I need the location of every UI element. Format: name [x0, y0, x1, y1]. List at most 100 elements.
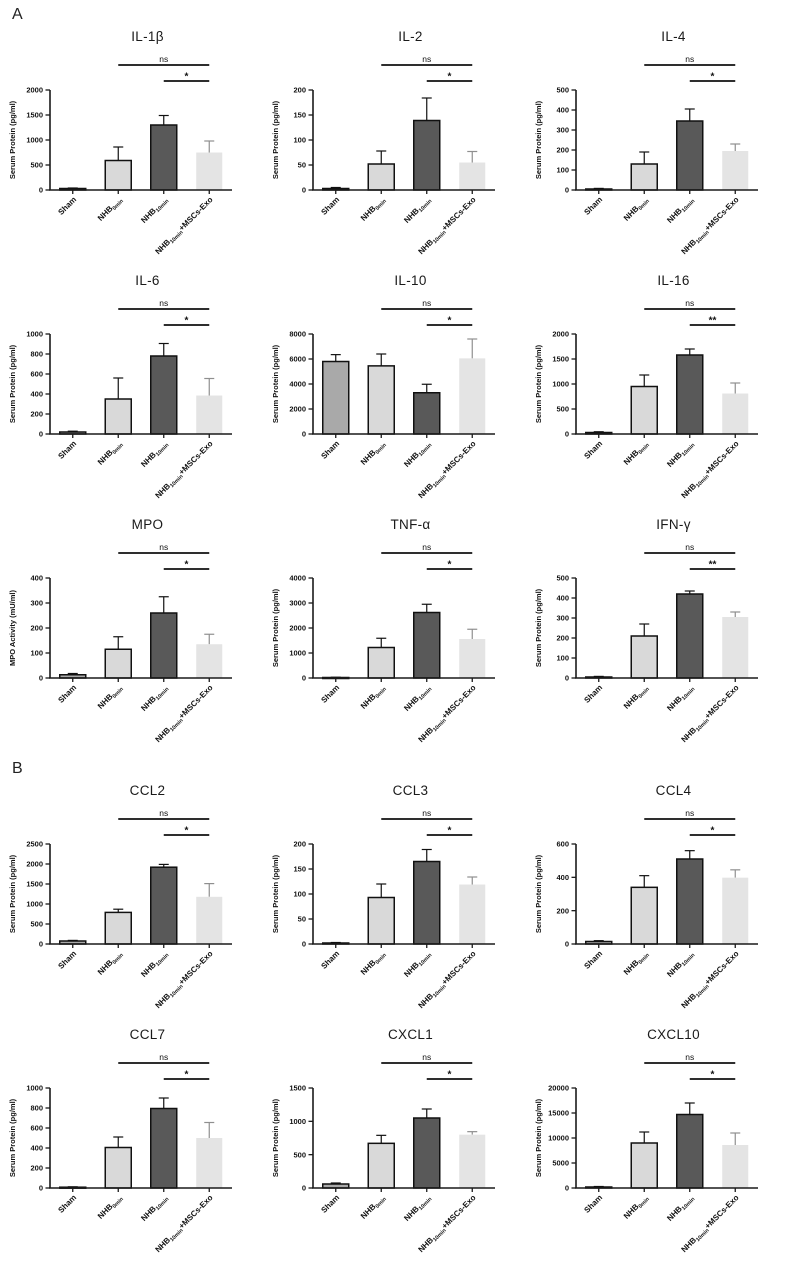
sig-label: ns — [422, 1052, 431, 1062]
chart-plot: ns * 0 100 200 300 400 500 Serum Protein (pg/ml)… — [534, 54, 758, 256]
sig-label: ns — [422, 298, 431, 308]
bar-NHB0min — [104, 648, 132, 679]
x-tick-label: Sham — [582, 949, 604, 971]
y-tick-label: 1500 — [26, 880, 43, 889]
sig-label: ns — [159, 808, 168, 818]
y-tick-label: 6000 — [289, 355, 306, 364]
y-tick-label: 400 — [30, 390, 43, 399]
y-tick-label: 500 — [293, 1150, 306, 1159]
bar-NHB10min+MSCs-Exo — [722, 151, 749, 190]
chart-plot: ns ** 0 100 200 300 400 500 Serum Protein (pg/ml… — [534, 542, 758, 744]
sig-label: ns — [159, 1052, 168, 1062]
y-axis-label: Serum Protein (pg/ml) — [534, 588, 543, 667]
bar-NHB0min — [630, 886, 658, 945]
x-tick-label: Sham — [56, 683, 78, 705]
chart-CCL3: CCL3 ns * 0 50 100 150 200 Serum Protein (pg/ml)… — [265, 780, 528, 1024]
y-tick-label: 10000 — [548, 1134, 569, 1143]
bar-NHB10min — [413, 860, 441, 945]
y-tick-label: 300 — [30, 599, 43, 608]
bar-NHB10min — [150, 124, 178, 191]
y-tick-label: 400 — [30, 574, 43, 583]
sig-label: ns — [685, 298, 694, 308]
bar-NHB10min+MSCs-Exo — [722, 877, 749, 944]
bar-NHB10min — [676, 858, 704, 945]
x-tick-label: NHB0min — [359, 949, 388, 978]
y-tick-label: 200 — [293, 86, 306, 95]
chart-title: CCL4 — [655, 783, 692, 798]
sig-label: ns — [685, 542, 694, 552]
x-tick-label: NHB10min — [139, 949, 171, 981]
bar-NHB10min+MSCs-Exo — [459, 358, 486, 434]
x-tick-label: NHB0min — [622, 439, 651, 468]
y-tick-label: 2500 — [26, 840, 43, 849]
chart-IL-16: IL-16 ns ** 0 500 1000 1500 2000 Serum Protein (… — [528, 270, 790, 514]
x-tick-label: Sham — [582, 439, 604, 461]
y-tick-label: 600 — [556, 840, 569, 849]
bar-NHB0min — [630, 635, 658, 679]
x-tick-label: NHB0min — [359, 195, 388, 224]
y-tick-label: 100 — [293, 136, 306, 145]
x-tick-label: NHB0min — [359, 439, 388, 468]
y-tick-label: 0 — [302, 940, 306, 949]
chart-plot: ns * 0 200 400 600 800 1000 Serum Protein (pg/ml… — [8, 298, 232, 500]
sig-label: ns — [422, 542, 431, 552]
x-tick-label: Sham — [56, 1193, 78, 1215]
y-tick-label: 800 — [30, 1104, 43, 1113]
bar-NHB10min+MSCs-Exo — [196, 152, 223, 190]
x-tick-label: NHB0min — [359, 1193, 388, 1222]
chart-plot: ns * 0 5000 10000 15000 20000 Serum Protein (pg… — [534, 1052, 758, 1254]
y-tick-label: 400 — [30, 1144, 43, 1153]
bar-NHB0min — [630, 163, 658, 191]
bar-NHB10min — [150, 355, 178, 435]
y-tick-label: 600 — [30, 370, 43, 379]
y-tick-label: 0 — [39, 674, 43, 683]
y-tick-label: 0 — [565, 430, 569, 439]
x-tick-label: NHB0min — [96, 439, 125, 468]
chart-title: IL-10 — [394, 273, 427, 288]
y-tick-label: 0 — [565, 940, 569, 949]
y-tick-label: 2000 — [289, 624, 306, 633]
y-tick-label: 0 — [302, 674, 306, 683]
bar-NHB10min — [413, 119, 441, 191]
y-tick-label: 20000 — [548, 1084, 569, 1093]
y-axis-label: Serum Protein (pg/ml) — [8, 1098, 17, 1177]
y-tick-label: 8000 — [289, 330, 306, 339]
y-tick-label: 100 — [293, 890, 306, 899]
x-tick-label: NHB10min — [139, 683, 171, 715]
sig-label: * — [448, 826, 452, 837]
y-axis-label: Serum Protein (pg/ml) — [271, 344, 280, 423]
y-tick-label: 1000 — [26, 1084, 43, 1093]
y-tick-label: 2000 — [289, 405, 306, 414]
y-tick-label: 500 — [30, 920, 43, 929]
y-tick-label: 0 — [565, 186, 569, 195]
y-axis-label: Serum Protein (pg/ml) — [534, 854, 543, 933]
y-tick-label: 1000 — [26, 330, 43, 339]
bar-NHB0min — [630, 385, 658, 435]
y-tick-label: 5000 — [552, 1159, 569, 1168]
y-axis-label: Serum Protein (pg/ml) — [534, 344, 543, 423]
bar-NHB10min+MSCs-Exo — [196, 896, 223, 944]
bar-NHB10min — [676, 1113, 704, 1189]
chart-plot: ns * 0 100 200 300 400 MPO Activity (mU/ml) Sham… — [8, 542, 232, 744]
y-tick-label: 15000 — [548, 1109, 569, 1118]
y-tick-label: 3000 — [289, 599, 306, 608]
chart-IL-2: IL-2 ns * 0 50 100 150 200 Serum Protein (pg/ml)… — [265, 26, 528, 270]
y-tick-label: 0 — [302, 186, 306, 195]
bar-NHB10min+MSCs-Exo — [722, 617, 749, 678]
y-tick-label: 0 — [565, 674, 569, 683]
y-axis-label: Serum Protein (pg/ml) — [8, 854, 17, 933]
x-tick-label: Sham — [582, 195, 604, 217]
bar-NHB10min — [676, 593, 704, 679]
chart-title: TNF-α — [390, 517, 431, 532]
y-tick-label: 1000 — [289, 1117, 306, 1126]
y-tick-label: 1000 — [552, 380, 569, 389]
y-tick-label: 1500 — [289, 1084, 306, 1093]
bar-NHB0min — [104, 1146, 132, 1189]
sig-label: * — [711, 72, 715, 83]
sig-label: ns — [685, 54, 694, 64]
chart-title: IL-1β — [131, 29, 164, 44]
x-tick-label: NHB10min — [665, 1193, 697, 1225]
y-axis-label: Serum Protein (pg/ml) — [271, 854, 280, 933]
y-tick-label: 2000 — [26, 860, 43, 869]
bar-NHB0min — [367, 896, 395, 945]
